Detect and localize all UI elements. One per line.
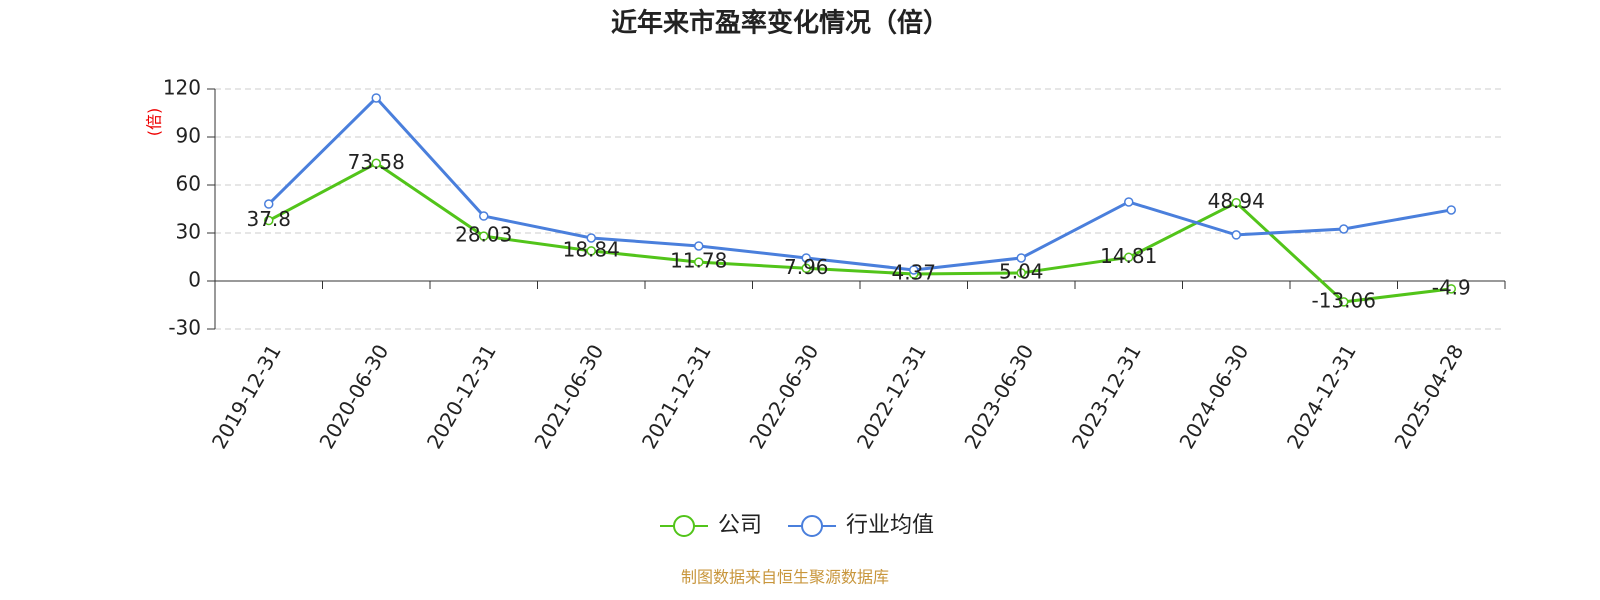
data-label: 11.78 (670, 249, 727, 273)
source-note: 制图数据来自恒生聚源数据库 (681, 568, 889, 587)
data-label: 73.58 (348, 150, 405, 174)
x-tick-label: 2025-04-28 (1389, 340, 1468, 453)
x-tick-label: 2019-12-31 (207, 340, 286, 453)
data-point (1231, 230, 1241, 240)
x-tick-label: 2023-06-30 (959, 340, 1038, 453)
x-tick-label: 2022-06-30 (744, 340, 823, 453)
data-point (1016, 268, 1026, 278)
y-axis-label: (倍) (145, 108, 164, 137)
data-label: 48.94 (1208, 189, 1265, 213)
y-tick-label: 120 (163, 76, 201, 100)
data-point (264, 215, 274, 226)
data-point (801, 253, 811, 263)
y-tick-label: 60 (176, 172, 201, 196)
data-point (1339, 297, 1349, 307)
y-tick-label: 30 (176, 220, 201, 244)
data-label: -4.9 (1432, 275, 1471, 299)
data-label: 14.81 (1100, 244, 1157, 268)
data-point (479, 211, 489, 221)
data-point (371, 158, 381, 169)
x-tick-label: 2024-06-30 (1174, 340, 1253, 453)
legend-label[interactable]: 行业均值 (846, 513, 934, 538)
data-point (1231, 197, 1241, 208)
x-tick-label: 2023-12-31 (1067, 340, 1146, 453)
data-label: 18.84 (563, 237, 620, 261)
data-point (694, 257, 704, 267)
data-point (1124, 197, 1134, 207)
y-tick-label: -30 (168, 316, 201, 340)
data-point (694, 241, 704, 251)
data-point (586, 233, 596, 243)
x-tick-label: 2021-06-30 (529, 340, 608, 453)
data-label: 28.03 (455, 223, 512, 247)
data-label: 5.04 (999, 259, 1044, 283)
x-tick-label: 2020-12-31 (422, 340, 501, 453)
chart-title: 近年来市盈率变化情况（倍） (611, 8, 949, 39)
series-line (268, 161, 1452, 304)
x-tick-label: 2021-12-31 (637, 340, 716, 453)
legend-marker[interactable] (801, 515, 824, 537)
data-label: 4.37 (891, 261, 936, 285)
data-point (371, 93, 381, 103)
y-tick-label: 90 (176, 124, 201, 148)
data-point (1339, 224, 1349, 234)
legend-marker[interactable] (673, 515, 695, 537)
x-tick-label: 2020-06-30 (314, 340, 393, 453)
legend-label[interactable]: 公司 (718, 513, 762, 538)
data-point (264, 199, 274, 209)
data-label: 7.96 (784, 255, 829, 279)
x-tick-label: 2022-12-31 (852, 340, 931, 453)
y-tick-label: 0 (188, 268, 201, 292)
data-point (586, 246, 596, 256)
data-point (801, 263, 811, 274)
data-point (1446, 205, 1456, 215)
data-point (479, 231, 489, 241)
data-point (1016, 253, 1026, 263)
series-line (267, 95, 1452, 272)
data-label: -13.06 (1312, 288, 1376, 312)
x-tick-label: 2024-12-31 (1282, 340, 1361, 453)
data-point (1446, 284, 1456, 294)
data-point (909, 265, 919, 275)
data-point (1124, 252, 1134, 263)
data-label: 37.8 (246, 207, 291, 231)
